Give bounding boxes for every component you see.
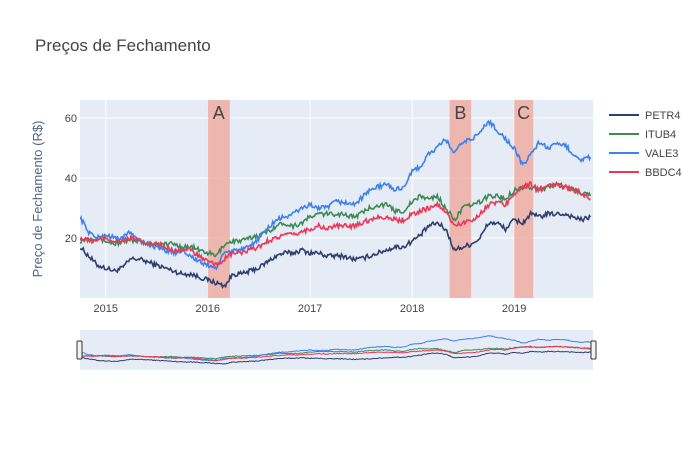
- rangeslider-line-bbdc4: [79, 345, 591, 361]
- annotation-label-a: A: [213, 103, 225, 123]
- annotation-band-c: [514, 100, 534, 298]
- series-line-vale3: [80, 119, 592, 271]
- y-tick-label: 20: [65, 233, 77, 245]
- series-line-petr4: [80, 209, 592, 289]
- rangeslider-lines: [79, 335, 591, 365]
- y-gridlines: [80, 117, 593, 239]
- rangeslider-right-handle[interactable]: [590, 340, 597, 360]
- y-axis-title: Preço de Fechamento (R$): [30, 121, 45, 278]
- legend-item-petr4[interactable]: PETR4: [609, 110, 680, 122]
- legend-item-itub4[interactable]: ITUB4: [609, 129, 676, 141]
- rangeslider-line-itub4: [79, 345, 591, 360]
- series-line-itub4: [80, 182, 592, 258]
- y-tick-label: 60: [65, 113, 77, 125]
- x-tick-label: 2015: [93, 303, 117, 315]
- x-tick-label: 2019: [502, 303, 526, 315]
- legend-label: ITUB4: [645, 129, 676, 141]
- x-tick-labels: 2015 2016 2017 2018 2019: [93, 303, 526, 315]
- y-tick-labels: 20 40 60: [65, 113, 77, 245]
- series-lines: [80, 119, 592, 289]
- rangeslider-background[interactable]: [80, 330, 593, 370]
- y-tick-label: 40: [65, 173, 77, 185]
- legend-label: VALE3: [645, 148, 678, 160]
- rangeslider-line-vale3: [79, 335, 591, 362]
- legend-item-bbdc4[interactable]: BBDC4: [609, 167, 682, 179]
- annotation-band-a: [207, 100, 230, 298]
- x-tick-label: 2016: [196, 303, 220, 315]
- annotation-band-b: [449, 100, 472, 298]
- rangeslider-line-petr4: [80, 350, 591, 365]
- rangeslider-left-handle[interactable]: [76, 340, 83, 360]
- series-line-bbdc4: [80, 180, 591, 268]
- chart-title: Preços de Fechamento: [35, 36, 211, 55]
- legend-item-vale3[interactable]: VALE3: [609, 148, 678, 160]
- annotation-label-c: C: [517, 103, 530, 123]
- legend-label: PETR4: [645, 110, 680, 122]
- annotation-label-b: B: [454, 103, 466, 123]
- x-tick-label: 2018: [400, 303, 424, 315]
- legend: PETR4 ITUB4 VALE3 BBDC4: [609, 110, 682, 179]
- annotation-labels: A B C: [213, 103, 530, 123]
- legend-label: BBDC4: [645, 167, 682, 179]
- x-tick-label: 2017: [298, 303, 322, 315]
